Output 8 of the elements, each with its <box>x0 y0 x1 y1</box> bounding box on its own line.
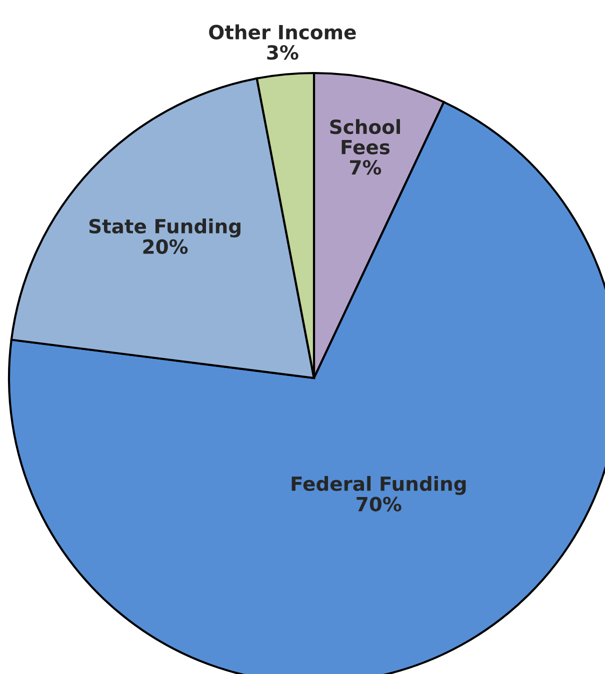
data-label: 3% <box>267 45 298 60</box>
data-label: 70% <box>356 496 402 512</box>
slice-label: Other Income <box>209 24 356 40</box>
slice-label: State Funding <box>89 218 240 238</box>
data-label: 20% <box>143 239 188 254</box>
slice-label: Federal Funding <box>292 476 466 495</box>
data-label: 7% <box>350 160 382 175</box>
slice-label: School Fees <box>330 119 400 154</box>
